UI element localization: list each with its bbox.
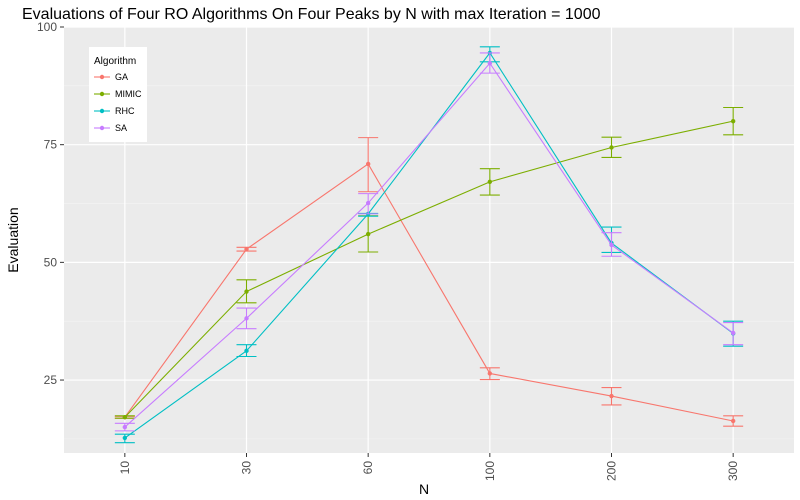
data-point [244, 289, 249, 294]
data-point [609, 242, 614, 248]
legend-key-point [99, 74, 105, 80]
data-point [365, 200, 371, 206]
x-tick-label: 10 [118, 461, 132, 475]
series-line [124, 62, 734, 428]
data-point [730, 418, 736, 424]
x-axis-title: N [419, 481, 429, 497]
x-tick-label: 200 [605, 461, 619, 481]
legend-label: RHC [115, 106, 135, 116]
legend-label: MIMIC [115, 89, 142, 99]
series-sa [114, 52, 744, 432]
series-layer [114, 46, 744, 444]
data-point [609, 393, 614, 399]
y-tick-label: 25 [44, 373, 58, 387]
y-tick-label: 50 [44, 255, 58, 269]
legend-key-point [99, 91, 105, 97]
x-tick-label: 100 [483, 461, 497, 481]
x-tick-label: 60 [361, 461, 375, 475]
data-point [609, 145, 614, 150]
legend-label: SA [115, 123, 127, 133]
legend-key-point [99, 108, 105, 114]
data-point [244, 348, 249, 354]
legend-title: Algorithm [94, 56, 136, 67]
data-point [365, 161, 371, 167]
data-point [730, 330, 736, 336]
data-point [730, 118, 736, 124]
legend-label: GA [115, 72, 128, 82]
data-point [122, 415, 128, 420]
x-tick-label: 30 [240, 461, 254, 475]
data-point [365, 231, 371, 237]
data-point [244, 316, 249, 321]
y-tick-label: 100 [37, 20, 57, 34]
legend: Algorithm GA MIMIC RHC SA [89, 47, 147, 142]
data-point [122, 435, 128, 441]
axis-ticks: 25 50 75 100 10 30 60 100 200 300 [37, 20, 740, 481]
chart-title: Evaluations of Four RO Algorithms On Fou… [22, 6, 601, 23]
data-point [487, 371, 493, 376]
data-point [487, 179, 493, 185]
series-line [124, 163, 734, 422]
y-axis-title: Evaluation [5, 207, 21, 272]
data-point [122, 424, 128, 430]
data-point [487, 61, 493, 66]
series-line [124, 120, 734, 418]
legend-key-point [99, 125, 105, 131]
data-point [244, 246, 249, 252]
y-tick-label: 75 [44, 138, 58, 152]
plot-panel [64, 27, 794, 453]
x-tick-label: 300 [726, 461, 740, 481]
